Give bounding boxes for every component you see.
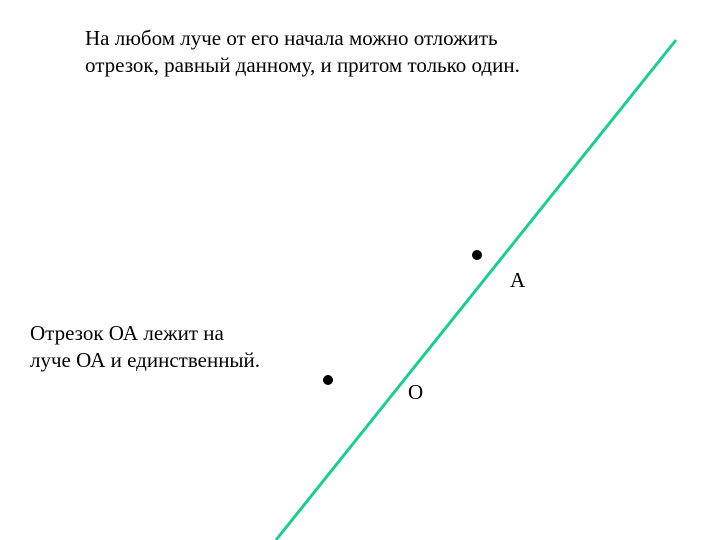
ray-line [276,40,676,540]
label-a: А [510,268,525,293]
point-o [323,375,333,385]
geometry-diagram [0,0,720,540]
point-a [472,250,482,260]
label-o: О [408,380,423,405]
